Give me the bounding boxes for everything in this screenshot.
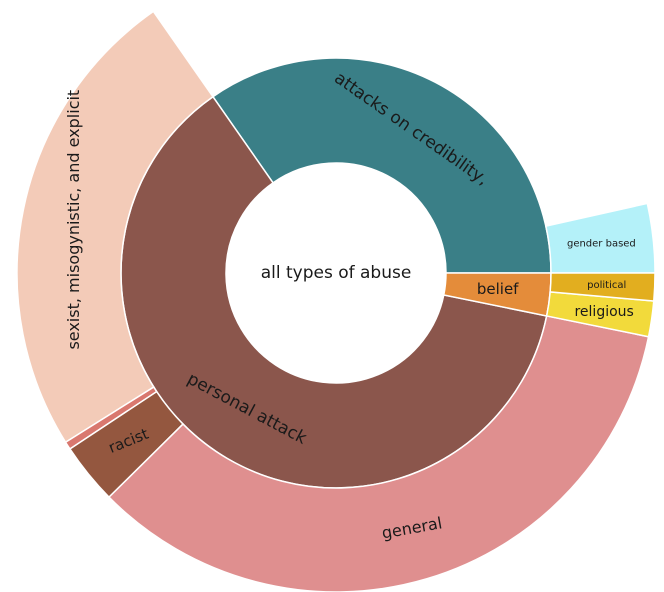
segment bbox=[16, 10, 214, 444]
segment bbox=[107, 315, 650, 592]
segment bbox=[549, 272, 656, 302]
root-label: all types of abuse bbox=[261, 263, 412, 283]
segment-label: religious bbox=[574, 304, 633, 320]
segment-label: sexist, misogynistic, and explicit bbox=[64, 90, 83, 350]
segment-label: gender based bbox=[567, 239, 636, 250]
segment-label: political bbox=[587, 280, 626, 291]
segment bbox=[211, 57, 552, 274]
segment-label: belief bbox=[477, 280, 519, 298]
segment bbox=[544, 202, 656, 274]
